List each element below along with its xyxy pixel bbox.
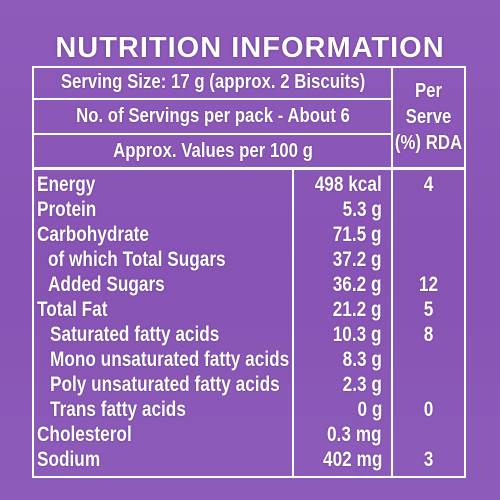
nutrient-value-carbohydrate: 71.5 g: [333, 223, 382, 246]
divider-rda-column: [391, 68, 393, 476]
nutrient-label-total-fat: Total Fat: [37, 298, 108, 321]
nutrient-rda-trans-fat: 0: [423, 398, 434, 421]
rule-below-servings-per-pack: [34, 133, 392, 135]
approx-values-text: Approx. Values per 100 g: [113, 140, 313, 162]
nutrient-rda-energy: 4: [423, 173, 434, 196]
nutrient-value-total-fat: 21.2 g: [333, 298, 382, 321]
nutrition-table: Serving Size: 17 g (approx. 2 Biscuits) …: [32, 66, 466, 478]
nutrient-value-sodium: 402 mg: [322, 448, 382, 471]
nutrient-label-total-sugars: of which Total Sugars: [48, 248, 226, 271]
nutrient-value-saturated-fat: 10.3 g: [333, 323, 382, 346]
nutrient-rda-saturated-fat: 8: [423, 323, 434, 346]
nutrient-rda-added-sugars: 12: [418, 273, 439, 296]
nutrient-value-energy: 498 kcal: [314, 173, 382, 196]
nutrient-value-poly-unsaturated-fat: 2.3 g: [342, 373, 382, 396]
nutrient-value-total-sugars: 37.2 g: [333, 248, 382, 271]
rule-below-serving-size: [34, 98, 392, 100]
nutrient-label-sodium: Sodium: [37, 448, 101, 471]
nutrient-label-saturated-fat: Saturated fatty acids: [50, 323, 220, 346]
nutrient-label-poly-unsaturated-fat: Poly unsaturated fatty acids: [50, 373, 280, 396]
nutrient-value-mono-unsaturated-fat: 8.3 g: [342, 348, 382, 371]
per-serve-line3: (%) RDA: [394, 132, 463, 154]
nutrient-value-protein: 5.3 g: [342, 198, 382, 221]
nutrient-label-added-sugars: Added Sugars: [48, 273, 165, 296]
nutrient-label-protein: Protein: [37, 198, 97, 221]
per-serve-line2: Serve: [405, 106, 452, 128]
nutrient-label-cholesterol: Cholesterol: [37, 423, 132, 446]
nutrient-value-added-sugars: 36.2 g: [333, 273, 382, 296]
rule-below-header: [34, 167, 464, 170]
nutrient-label-carbohydrate: Carbohydrate: [37, 223, 149, 246]
nutrition-title: NUTRITION INFORMATION: [55, 32, 445, 64]
nutrient-value-cholesterol: 0.3 mg: [327, 423, 382, 446]
per-serve-rda-heading: Per Serve (%) RDA: [395, 78, 462, 156]
divider-value-column: [292, 168, 294, 476]
nutrient-label-trans-fat: Trans fatty acids: [50, 398, 186, 421]
serving-size-text: Serving Size: 17 g (approx. 2 Biscuits): [60, 71, 366, 93]
servings-per-pack-text: No. of Servings per pack - About 6: [76, 105, 350, 127]
nutrient-label-mono-unsaturated-fat: Mono unsaturated fatty acids: [50, 348, 290, 371]
per-serve-line1: Per: [414, 80, 443, 102]
nutrient-rda-total-fat: 5: [423, 298, 434, 321]
nutrient-value-trans-fat: 0 g: [357, 398, 382, 421]
nutrient-label-energy: Energy: [37, 173, 96, 196]
nutrient-rda-sodium: 3: [423, 448, 434, 471]
